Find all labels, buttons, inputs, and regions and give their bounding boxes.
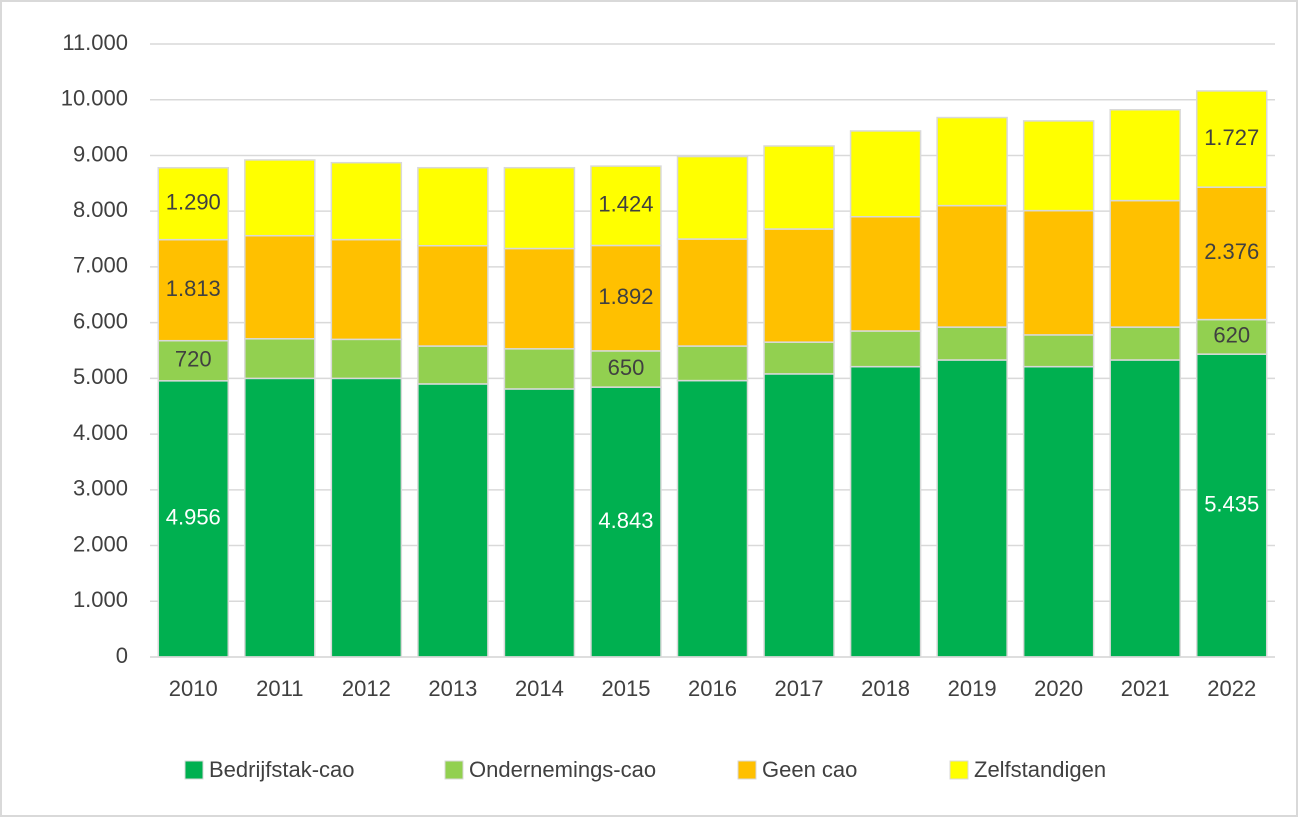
bar-segment — [1109, 109, 1181, 202]
bar-segment — [590, 165, 662, 247]
bar-segment — [417, 383, 489, 658]
bar-segment — [1022, 365, 1095, 658]
data-label: 4.956 — [166, 505, 221, 530]
bar-segment — [849, 330, 922, 368]
bar-segment — [417, 166, 489, 247]
bar-segment — [676, 379, 749, 658]
bar-segment — [763, 373, 835, 658]
legend-label: Geen cao — [762, 757, 857, 782]
bar-segment — [1195, 186, 1268, 321]
y-tick-label: 6.000 — [73, 308, 128, 333]
x-tick-label: 2019 — [948, 676, 997, 701]
bar-segment — [1195, 90, 1268, 188]
data-label: 4.843 — [598, 508, 653, 533]
bar-segment — [936, 326, 1008, 361]
bar-segment — [330, 377, 403, 658]
x-tick-label: 2021 — [1121, 676, 1170, 701]
legend-swatch — [737, 760, 757, 780]
bar-segment — [676, 238, 749, 347]
legend-label: Ondernemings-cao — [469, 757, 656, 782]
bar-segment — [1022, 334, 1095, 368]
bar-segment — [503, 388, 576, 658]
bar-segment — [157, 167, 230, 241]
bar-segment — [244, 377, 316, 658]
bar-segment — [503, 166, 576, 250]
x-tick-label: 2016 — [688, 676, 737, 701]
x-tick-label: 2018 — [861, 676, 910, 701]
x-tick-label: 2012 — [342, 676, 391, 701]
legend-swatch — [184, 760, 204, 780]
bar-segment — [244, 159, 316, 237]
x-tick-label: 2017 — [775, 676, 824, 701]
bar-segment — [849, 216, 922, 332]
bar-segment — [849, 365, 922, 658]
bar-segment — [1022, 120, 1095, 212]
bar-segment — [1195, 318, 1268, 355]
bar-segment — [936, 359, 1008, 658]
bar-segment — [936, 116, 1008, 207]
y-tick-label: 7.000 — [73, 253, 128, 278]
data-label: 620 — [1213, 323, 1250, 348]
bar-segment — [244, 338, 316, 380]
data-label: 5.435 — [1204, 491, 1259, 516]
y-tick-label: 3.000 — [73, 476, 128, 501]
data-label: 1.892 — [598, 284, 653, 309]
y-tick-label: 1.000 — [73, 587, 128, 612]
bar-segment — [417, 345, 489, 385]
bar-segment — [590, 244, 662, 352]
bar-segment — [1195, 353, 1268, 658]
data-label: 1.727 — [1204, 125, 1259, 150]
data-label: 650 — [608, 355, 645, 380]
y-tick-label: 11.000 — [62, 30, 128, 55]
legend-swatch — [949, 760, 969, 780]
bar-segment — [849, 130, 922, 218]
x-tick-label: 2020 — [1034, 676, 1083, 701]
data-label: 2.376 — [1204, 239, 1259, 264]
x-tick-label: 2014 — [515, 676, 564, 701]
bar-segment — [1022, 209, 1095, 336]
y-tick-label: 5.000 — [73, 364, 128, 389]
bar-segment — [330, 161, 403, 241]
bar-segment — [1109, 359, 1181, 658]
bar-segment — [330, 238, 403, 341]
data-label: 1.290 — [166, 190, 221, 215]
x-tick-label: 2022 — [1207, 676, 1256, 701]
x-tick-label: 2013 — [428, 676, 477, 701]
legend-swatch — [444, 760, 464, 780]
y-tick-label: 0 — [116, 643, 128, 668]
data-label: 1.813 — [166, 276, 221, 301]
bar-segment — [1109, 326, 1181, 361]
bar-segment — [590, 350, 662, 388]
y-tick-label: 10.000 — [61, 86, 128, 111]
bar-segment — [936, 204, 1008, 328]
bar-segment — [763, 228, 835, 343]
x-tick-label: 2015 — [601, 676, 650, 701]
y-tick-label: 9.000 — [73, 141, 128, 166]
y-tick-label: 2.000 — [73, 531, 128, 556]
legend-label: Bedrijfstak-cao — [209, 757, 355, 782]
y-tick-label: 4.000 — [73, 420, 128, 445]
bar-segment — [330, 338, 403, 380]
bar-segment — [763, 341, 835, 375]
bar-segment — [503, 247, 576, 350]
bar-segment — [417, 244, 489, 347]
legend-label: Zelfstandigen — [974, 757, 1106, 782]
bar-segment — [244, 234, 316, 340]
x-tick-label: 2011 — [256, 676, 303, 701]
bar-segment — [676, 345, 749, 382]
y-tick-label: 8.000 — [73, 197, 128, 222]
data-label: 1.424 — [598, 192, 653, 217]
bar-segment — [676, 155, 749, 240]
x-tick-label: 2010 — [169, 676, 218, 701]
bar-segment — [503, 348, 576, 390]
bar-segment — [763, 145, 835, 230]
data-label: 720 — [175, 347, 212, 372]
bar-segment — [1109, 199, 1181, 328]
